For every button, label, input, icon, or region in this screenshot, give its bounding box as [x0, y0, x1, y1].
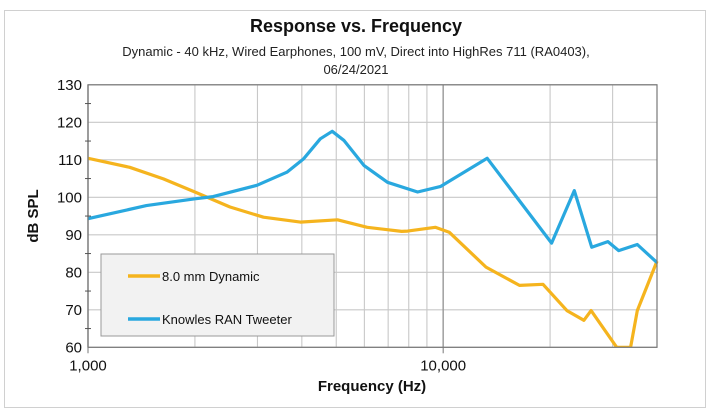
- chart-title: Response vs. Frequency: [250, 16, 462, 36]
- y-tick-label: 120: [57, 114, 82, 131]
- chart-subtitle-line1: Dynamic - 40 kHz, Wired Earphones, 100 m…: [122, 44, 589, 59]
- legend: 8.0 mm Dynamic Knowles RAN Tweeter: [100, 253, 335, 337]
- y-tick-label: 60: [65, 339, 82, 356]
- legend-box: [100, 253, 335, 337]
- legend-label-dynamic: 8.0 mm Dynamic: [162, 269, 260, 284]
- y-tick-label: 70: [65, 302, 82, 319]
- series-line-1: [88, 129, 659, 264]
- y-tick-label: 100: [57, 189, 82, 206]
- x-axis-label: Frequency (Hz): [318, 378, 426, 395]
- x-tick-label: 1,000: [69, 357, 107, 374]
- chart-frame: [4, 10, 706, 408]
- chart-subtitle-line2: 06/24/2021: [323, 62, 388, 77]
- y-axis-label: dB SPL: [25, 189, 42, 242]
- y-tick-label: 90: [65, 227, 82, 244]
- y-tick-label: 110: [58, 152, 82, 169]
- x-tick-label: 10,000: [420, 357, 466, 374]
- legend-label-tweeter: Knowles RAN Tweeter: [162, 312, 292, 327]
- series-line-0: [88, 156, 659, 348]
- y-tick-label: 80: [65, 264, 82, 281]
- y-tick-label: 130: [57, 77, 82, 94]
